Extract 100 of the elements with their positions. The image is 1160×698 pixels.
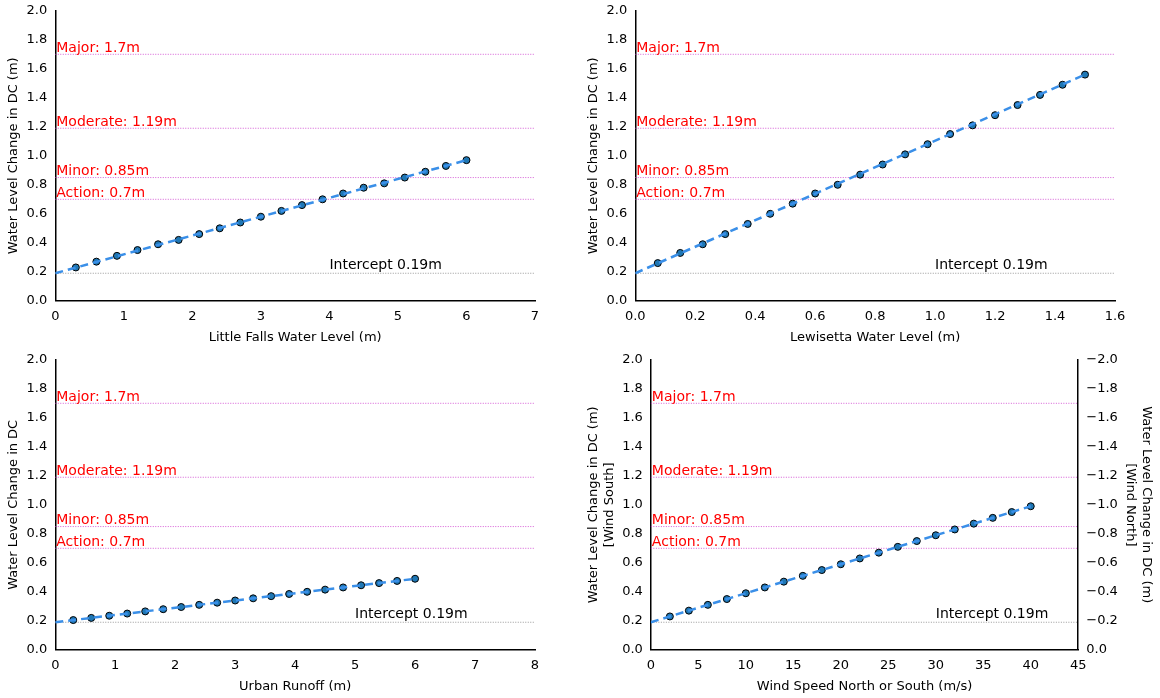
- y-tick-label: 1.6: [622, 409, 643, 425]
- y-tick-label: 0.6: [26, 205, 48, 221]
- x-tick-label: 1.0: [924, 307, 946, 323]
- x-tick-label: 5: [393, 307, 403, 323]
- y-tick-label: 1.0: [26, 496, 48, 512]
- y-tick-label: 1.8: [26, 31, 48, 47]
- annotation: Intercept 0.19m: [935, 255, 1048, 272]
- y-tick-label: 1.0: [606, 147, 628, 163]
- y-tick-label: 2.0: [622, 351, 643, 367]
- x-axis-title: Urban Runoff (m): [239, 677, 352, 693]
- x-tick-label: 1.2: [984, 307, 1006, 323]
- ref-line-label: Moderate: 1.19m: [56, 461, 177, 478]
- x-tick-label: 2: [188, 307, 197, 323]
- y-tick-label: 0.0: [26, 292, 48, 308]
- annotation: Intercept 0.19m: [355, 604, 468, 621]
- y2-tick-label: −1.2: [1086, 467, 1118, 483]
- x-tick-label: 3: [231, 656, 240, 672]
- y-axis-title: Water Level Change in DC (m): [585, 57, 601, 255]
- ref-line-label: Action: 0.7m: [56, 532, 146, 549]
- x-tick-label: 5: [694, 656, 703, 672]
- y-tick-label: 0.2: [26, 612, 48, 628]
- x-tick-label: 35: [974, 656, 992, 672]
- y-tick-label: 0.4: [606, 234, 628, 250]
- x-tick-label: 1.4: [1044, 307, 1066, 323]
- y-axis-title: Water Level Change in DC (m) [Wind South]: [585, 406, 616, 604]
- y-tick-label: 0.2: [26, 263, 48, 279]
- x-tick-label: 5: [350, 656, 360, 672]
- x-tick-label: 7: [530, 307, 540, 323]
- y-tick-label: 1.2: [26, 118, 48, 134]
- ref-line-label: Action: 0.7m: [56, 183, 146, 200]
- ref-line-label: Moderate: 1.19m: [636, 112, 757, 129]
- y-axis-title: Water Level Change in DC: [5, 419, 21, 590]
- x-axis-title: Wind Speed North or South (m/s): [756, 677, 973, 693]
- x-tick-label: 1.6: [1104, 307, 1126, 323]
- x-tick-label: 25: [880, 656, 897, 672]
- y-tick-label: 1.6: [606, 60, 628, 76]
- ref-line-label: Moderate: 1.19m: [651, 461, 773, 478]
- y-tick-label: 0.8: [622, 525, 643, 541]
- y-tick-label: 1.0: [622, 496, 643, 512]
- x-axis-title: Lewisetta Water Level (m): [790, 328, 961, 344]
- x-axis-title: Little Falls Water Level (m): [208, 328, 382, 344]
- ref-line-label: Minor: 0.85m: [56, 511, 150, 528]
- annotation: Intercept 0.19m: [935, 604, 1049, 621]
- annotation: Intercept 0.19m: [329, 255, 442, 272]
- y-tick-label: 0.8: [26, 176, 48, 192]
- x-tick-label: 0.8: [864, 307, 886, 323]
- x-tick-label: 4: [325, 307, 334, 323]
- x-tick-label: 0.4: [744, 307, 766, 323]
- y2-tick-label: −0.8: [1086, 525, 1118, 541]
- ref-line-label: Minor: 0.85m: [651, 511, 745, 528]
- y-tick-label: 0.8: [606, 176, 628, 192]
- y-tick-label: 1.4: [26, 89, 48, 105]
- x-tick-label: 15: [785, 656, 802, 672]
- y-tick-label: 0.6: [606, 205, 628, 221]
- y-tick-label: 0.0: [606, 292, 628, 308]
- y-tick-label: 1.2: [606, 118, 628, 134]
- ref-line-label: Moderate: 1.19m: [56, 112, 177, 129]
- y2-tick-label: −0.2: [1086, 612, 1118, 628]
- y-tick-label: 0.8: [26, 525, 48, 541]
- y-tick-label: 1.8: [622, 380, 643, 396]
- y-tick-label: 0.6: [26, 554, 48, 570]
- ref-line-label: Action: 0.7m: [636, 183, 726, 200]
- y2-tick-label: −0.4: [1086, 583, 1118, 599]
- x-tick-label: 0: [646, 656, 656, 672]
- x-tick-label: 0: [51, 307, 60, 323]
- y2-tick-label: −1.8: [1086, 380, 1118, 396]
- y-tick-label: 1.6: [26, 60, 48, 76]
- y2-tick-label: −1.4: [1086, 438, 1118, 454]
- y-tick-label: 0.0: [26, 641, 48, 657]
- ref-line-label: Action: 0.7m: [651, 532, 741, 549]
- y-tick-label: 1.8: [606, 31, 628, 47]
- x-tick-label: 20: [832, 656, 850, 672]
- x-tick-label: 2: [171, 656, 180, 672]
- y2-axis-title: Water Level Change in DC (m) [Wind North]: [1124, 406, 1155, 604]
- ref-line-label: Major: 1.7m: [56, 38, 140, 55]
- y-axis-title: Water Level Change in DC (m): [5, 57, 21, 255]
- y-tick-label: 2.0: [26, 2, 48, 18]
- x-tick-label: 0.2: [684, 307, 706, 323]
- y-tick-label: 2.0: [26, 351, 48, 367]
- x-tick-label: 6: [462, 307, 471, 323]
- y-tick-label: 0.0: [622, 641, 643, 657]
- y2-tick-label: −2.0: [1086, 351, 1118, 367]
- x-tick-label: 45: [1069, 656, 1087, 672]
- y-tick-label: 0.4: [622, 583, 643, 599]
- y-tick-label: 2.0: [606, 2, 628, 18]
- x-tick-label: 8: [530, 656, 540, 672]
- x-tick-label: 30: [927, 656, 945, 672]
- y2-tick-label: −0.6: [1086, 554, 1118, 570]
- y-tick-label: 0.2: [606, 263, 628, 279]
- x-tick-label: 6: [410, 656, 420, 672]
- y-tick-label: 1.4: [26, 438, 48, 454]
- x-tick-label: 1: [111, 656, 120, 672]
- y-tick-label: 1.2: [26, 467, 48, 483]
- y-tick-label: 1.2: [622, 467, 643, 483]
- y2-tick-label: −1.6: [1086, 409, 1118, 425]
- ref-line-label: Major: 1.7m: [636, 38, 720, 55]
- y2-tick-label: 0.0: [1086, 641, 1107, 657]
- y-tick-label: 0.2: [622, 612, 643, 628]
- x-tick-label: 40: [1022, 656, 1040, 672]
- x-tick-label: 1: [119, 307, 128, 323]
